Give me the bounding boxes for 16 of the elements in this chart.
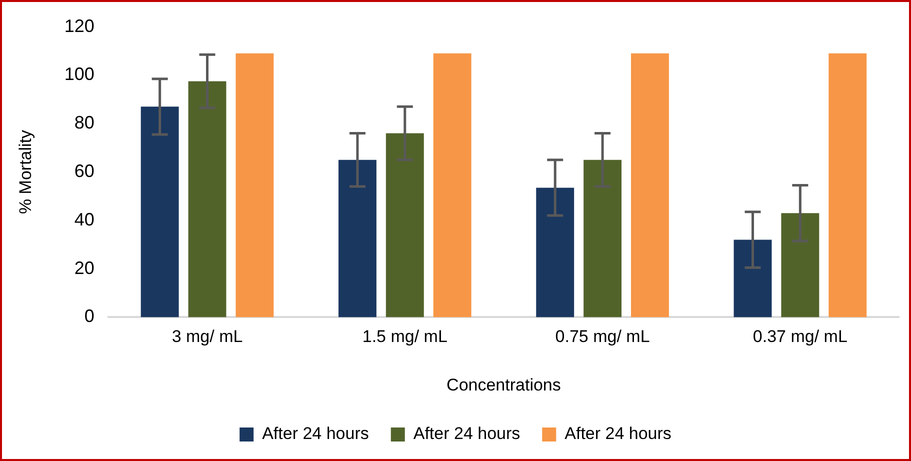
- y-tick-label: 120: [64, 16, 94, 36]
- y-tick-label: 40: [74, 209, 94, 230]
- y-tick-label: 20: [74, 258, 94, 278]
- legend-label: After 24 hours: [564, 424, 672, 444]
- y-tick-label: 80: [74, 112, 94, 133]
- legend-label: After 24 hours: [413, 424, 520, 444]
- x-tick-label: 0.75 mg/ mL: [555, 327, 650, 346]
- y-tick-label: 0: [84, 306, 94, 326]
- x-tick-label: 3 mg/ mL: [172, 327, 243, 346]
- x-axis-title: Concentrations: [446, 375, 561, 394]
- x-tick-label: 0.37 mg/ mL: [752, 327, 848, 346]
- y-axis-title: % Mortality: [16, 129, 35, 214]
- y-tick-label: 60: [74, 160, 94, 181]
- y-tick-label: 100: [64, 64, 94, 84]
- x-tick-label: 1.5 mg/ mL: [362, 327, 448, 346]
- legend-label: After 24 hours: [262, 424, 369, 444]
